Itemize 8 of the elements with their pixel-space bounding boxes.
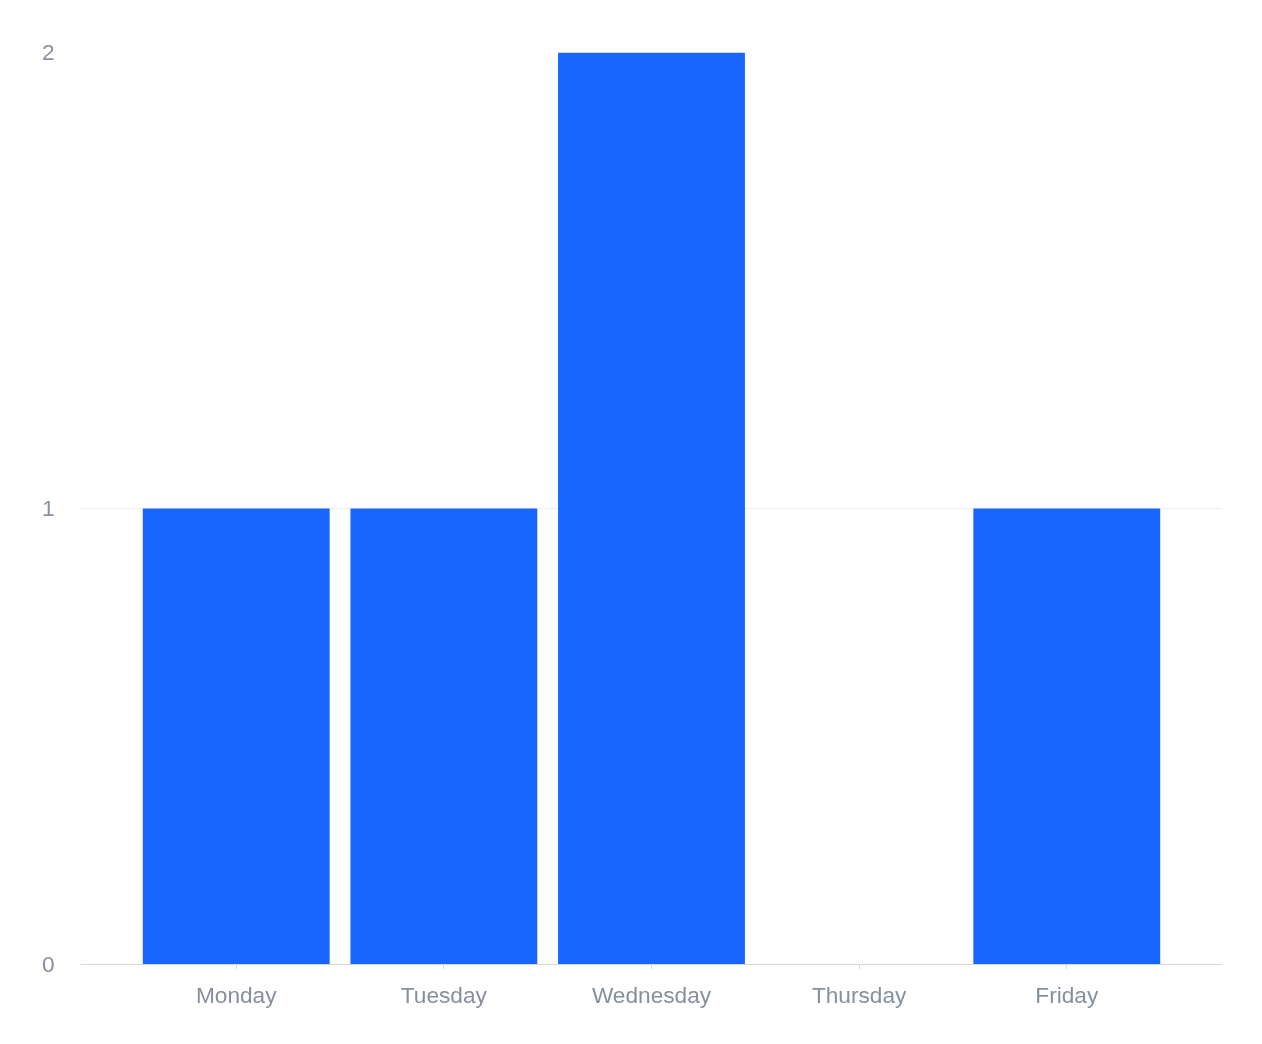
y-tick-label: 2 [41,39,55,65]
y-tick-label: 1 [41,495,55,521]
x-tick-label: Friday [1035,981,1099,1008]
x-tick-label: Thursday [811,981,908,1008]
y-tick-label: 0 [41,951,55,977]
x-tick-label: Monday [195,981,278,1008]
x-tick-label: Wednesday [591,981,712,1008]
x-tick-label: Tuesday [400,981,488,1008]
